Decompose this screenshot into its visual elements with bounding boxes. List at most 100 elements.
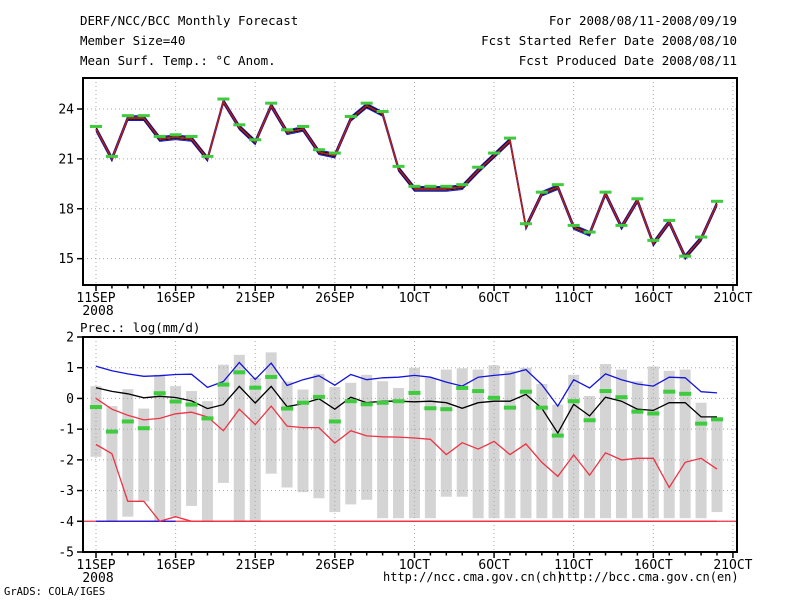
prec-chart-title: Prec.: log(mm/d) [80,320,201,335]
temp-green-mark [583,230,596,234]
prec-spread-bar [631,381,643,519]
prec-spread-bar [297,389,309,493]
temp-green-mark [137,114,150,118]
prec-green-mark [647,411,660,416]
prec-spread-bar [711,417,723,513]
x-tick-label: 26SEP [315,291,354,306]
prec-spread-bar [536,383,548,519]
prec-mean-line [95,385,717,435]
y-tick-label: 21 [58,152,74,167]
temp-green-mark [472,165,485,169]
prec-green-mark [695,421,708,426]
x-tick-label: 11OCT [554,558,593,573]
prec-green-mark [551,433,564,438]
temp-green-mark [408,184,421,188]
prec-spread-bar [440,369,452,497]
forecast-period: For 2008/08/11-2008/09/19 [548,13,737,28]
prec-spread-bar [106,406,118,522]
temp-green-mark [535,190,548,194]
x-tick-label: 6OCT [478,291,509,306]
prec-spread-bar [600,364,612,519]
prec-green-mark [249,385,262,390]
x-tick-label: 16OCT [634,291,673,306]
prec-spread-bar [313,373,325,499]
prec-green-mark [663,389,676,394]
x-tick-label: 21SEP [236,291,275,306]
temp-green-mark [551,183,564,187]
grads-credit: GrADS: COLA/IGES [4,586,106,598]
prec-spread-bar [393,387,405,519]
temp-green-mark [488,151,501,155]
ncc-url: http://ncc.cma.gov.cn(ch) [383,570,564,584]
temp-green-mark [599,190,612,194]
prec-spread-bar [472,369,484,519]
temp-green-mark [710,199,723,203]
prec-green-mark [615,395,628,400]
y-tick-label: 0 [66,392,74,407]
prec-green-mark [599,389,612,394]
temp-green-mark [105,154,118,158]
temp-green-mark [249,138,262,142]
prec-green-mark [121,419,134,424]
prec-green-mark [233,370,246,375]
x-tick-label: 11SEP [76,291,115,306]
x-tick-label: 1OCT [399,291,430,306]
prec-green-mark [583,418,596,423]
temp-green-mark [647,238,660,242]
bcc-url: http://bcc.cma.gov.cn(en) [558,570,739,584]
temp-green-mark [233,123,246,127]
prec-spread-bar [186,391,198,506]
temp-green-mark [185,134,198,138]
y-tick-label: -3 [58,484,74,499]
prec-spread-bar [217,364,229,483]
prec-spread-bar [424,377,436,519]
prec-green-mark [472,389,485,394]
x-tick-label: 21SEP [236,558,275,573]
temp-green-mark [695,235,708,239]
prec-spread-bar [377,381,389,519]
temp-green-mark [631,197,644,201]
produced-date: Fcst Produced Date 2008/08/11 [518,53,737,68]
temp-green-mark [90,124,102,128]
prec-lower-line [95,397,718,489]
prec-green-mark [344,399,357,404]
temp-green-mark [312,148,325,152]
prec-green-mark [328,419,341,424]
temp-green-mark [456,183,469,187]
prec-green-mark [281,406,294,411]
prec-green-mark [137,426,150,431]
prec-spread-bar [663,370,675,519]
temp-band-black-lower [95,101,718,260]
y-tick-label: 15 [58,252,74,267]
prec-green-mark [631,409,644,414]
temp-green-mark [519,222,532,226]
prec-spread-bar [647,366,659,519]
prec-green-mark [201,416,214,421]
prec-green-mark [105,429,118,434]
prec-green-mark [90,405,102,410]
x-tick-label: 16SEP [156,291,195,306]
prec-green-mark [312,394,325,399]
temp-green-mark [169,133,182,137]
temp-green-mark [153,134,166,138]
prec-spread-bar [361,374,373,500]
x-tick-label: 1OCT [399,558,430,573]
temp-green-mark [296,124,309,128]
temp-green-mark [392,164,405,168]
y-tick-label: 18 [58,202,74,217]
temp-green-mark [217,97,230,101]
y-tick-label: -4 [58,515,74,530]
prec-green-mark [376,400,389,405]
temp-green-mark [503,136,516,140]
prec-spread-bar [615,369,627,519]
y-tick-label: -5 [58,545,74,560]
prec-green-mark [408,390,421,395]
prec-spread-bar [504,370,516,519]
prec-green-mark [424,406,437,411]
prec-spread-bar [281,381,293,488]
prec-green-mark [488,395,501,400]
x-tick-label: 16OCT [634,558,673,573]
prec-spread-bar [345,382,357,505]
x-tick-label: 16SEP [156,558,195,573]
